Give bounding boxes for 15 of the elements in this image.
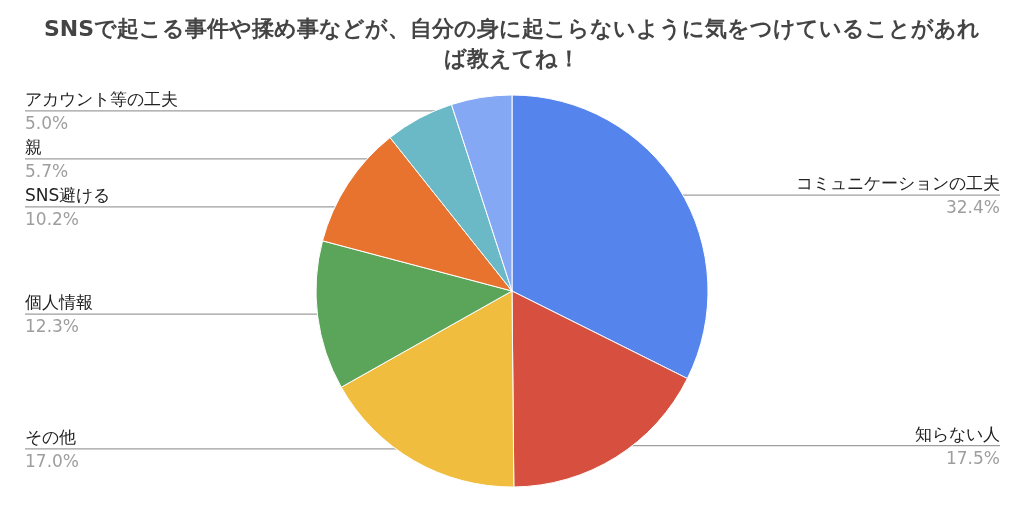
data-label: 5.7% [25, 160, 69, 181]
data-label: 10.2% [25, 208, 80, 229]
data-label: 32.4% [945, 197, 1000, 218]
slice-label: 個人情報 [25, 292, 93, 313]
data-label: 17.5% [945, 447, 1000, 468]
slice-label: その他 [25, 426, 76, 447]
slice-label: 親 [25, 136, 42, 157]
data-label: 12.3% [25, 316, 80, 337]
slice-label: SNS避ける [25, 184, 111, 205]
slice-label: コミュニケーションの工夫 [796, 173, 1000, 194]
slice-label: アカウント等の工夫 [25, 88, 178, 109]
data-label: 17.0% [25, 450, 80, 471]
data-label: 5.0% [25, 112, 69, 133]
slice-label: 知らない人 [915, 423, 1000, 444]
chart-title: SNSで起こる事件や揉め事などが、自分の身に起こらないように気をつけていることがあれば教えてね！ [42, 15, 982, 73]
